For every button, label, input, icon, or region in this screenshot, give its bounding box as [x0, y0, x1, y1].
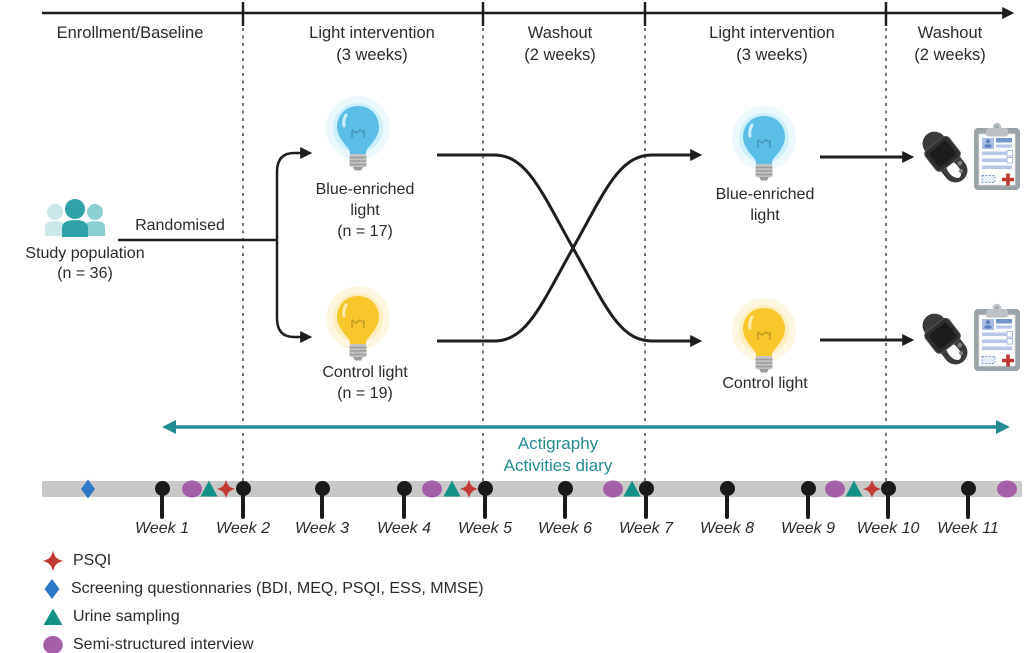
randomisation-branch — [118, 147, 313, 343]
legend-row-screening: Screening questionnaries (BDI, MEQ, PSQI… — [42, 575, 484, 603]
phase-label-2: Washout (2 weeks) — [450, 22, 670, 66]
phase-divider-dashed-lines — [242, 28, 887, 481]
week-pin-stem — [320, 488, 324, 519]
screening-diamond-icon — [81, 479, 95, 499]
blue-light-period2-label: Blue-enriched light — [715, 186, 815, 224]
semi-structured-interview-icon — [182, 480, 202, 498]
semi-structured-interview-icon — [422, 480, 442, 498]
timeline-event-markers — [81, 479, 1017, 499]
study-population-label: Study population (n = 36) — [25, 245, 145, 282]
week-label: Week 3 — [295, 520, 349, 537]
phase-duration: (2 weeks) — [524, 46, 596, 64]
week-pin-stem — [241, 488, 245, 519]
yellow-bulb-icon-period1 — [326, 286, 390, 362]
week-pin-stem — [402, 488, 406, 519]
week-pin-stem — [644, 488, 648, 519]
screening-diamond-icon — [44, 579, 60, 599]
control-light-period2-label: Control light — [722, 375, 808, 392]
phase-label-4: Washout (2 weeks) — [840, 22, 1024, 66]
legend: PSQI Screening questionnaries (BDI, MEQ,… — [42, 547, 484, 653]
phase-duration: (2 weeks) — [914, 46, 986, 64]
phase-name: Light intervention — [309, 24, 435, 42]
week-label: Week 6 — [538, 520, 592, 537]
outcome-arrows — [820, 151, 915, 346]
legend-label: Screening questionnaries (BDI, MEQ, PSQI… — [71, 580, 484, 597]
semi-structured-interview-icon — [825, 480, 845, 498]
clipboard-icon-bottom — [973, 303, 1021, 372]
semi-structured-interview-icon — [997, 480, 1017, 498]
week-label: Week 5 — [458, 520, 512, 537]
phase-label-3: Light intervention (3 weeks) — [662, 22, 882, 66]
week-pin-stem — [886, 488, 890, 519]
actiwatch-icon-bottom — [914, 306, 976, 372]
week-pin-stem — [563, 488, 567, 519]
legend-row-urine: Urine sampling — [42, 603, 484, 631]
phase-duration: (3 weeks) — [336, 46, 408, 64]
clipboard-icon-top — [973, 122, 1021, 191]
phase-axis — [42, 2, 1015, 26]
control-light-period1-label: Control light (n = 19) — [322, 364, 408, 402]
week-label: Week 9 — [781, 520, 835, 537]
phase-name: Washout — [527, 24, 593, 42]
blue-light-period1-label: Blue-enriched light (n = 17) — [315, 181, 415, 240]
week-label: Week 4 — [377, 520, 431, 537]
branch-arrow-to-control — [275, 240, 313, 343]
week-label: Week 8 — [700, 520, 754, 537]
timeline-bar — [42, 481, 1022, 497]
randomised-label: Randomised — [135, 217, 225, 234]
week-label: Week 2 — [216, 520, 270, 537]
blue-bulb-icon-period2 — [732, 106, 796, 182]
week-label: Week 7 — [619, 520, 673, 537]
phase-label-0: Enrollment/Baseline — [20, 22, 240, 44]
branch-arrow-to-blue — [275, 147, 313, 240]
blue-bulb-icon-period1 — [326, 96, 390, 172]
study-population-icon — [45, 199, 105, 237]
actigraphy-label: Actigraphy Activities diary — [503, 434, 613, 475]
week-label: Week 11 — [937, 520, 999, 537]
legend-label: Semi-structured interview — [73, 636, 254, 653]
legend-row-psqi: PSQI — [42, 547, 484, 575]
week-label: Week 1 — [135, 520, 189, 537]
crossover-curve-control-to-blue — [437, 149, 703, 343]
phase-duration: (3 weeks) — [736, 46, 808, 64]
legend-label: Urine sampling — [73, 608, 180, 625]
legend-label: PSQI — [73, 552, 112, 569]
yellow-bulb-icon-period2 — [732, 298, 796, 374]
phase-name: Light intervention — [709, 24, 835, 42]
legend-row-interview: Semi-structured interview — [42, 631, 484, 653]
semi-structured-interview-icon — [603, 480, 623, 498]
week-pin-stem — [966, 488, 970, 519]
phase-label-1: Light intervention (3 weeks) — [262, 22, 482, 66]
semi-structured-interview-icon — [43, 636, 63, 653]
week-label: Week 10 — [856, 520, 920, 537]
phase-name: Washout — [917, 24, 983, 42]
week-pin-stem — [725, 488, 729, 519]
actiwatch-icon-top — [914, 124, 976, 190]
crossover-curve-blue-to-control — [437, 153, 703, 347]
week-pin-stem — [806, 488, 810, 519]
psqi-star-icon — [42, 550, 64, 572]
phase-name: Enrollment/Baseline — [56, 24, 204, 42]
week-pin-stem — [160, 488, 164, 519]
week-pin-stem — [483, 488, 487, 519]
crossover-arrows — [437, 149, 703, 347]
urine-triangle-icon — [43, 608, 63, 625]
